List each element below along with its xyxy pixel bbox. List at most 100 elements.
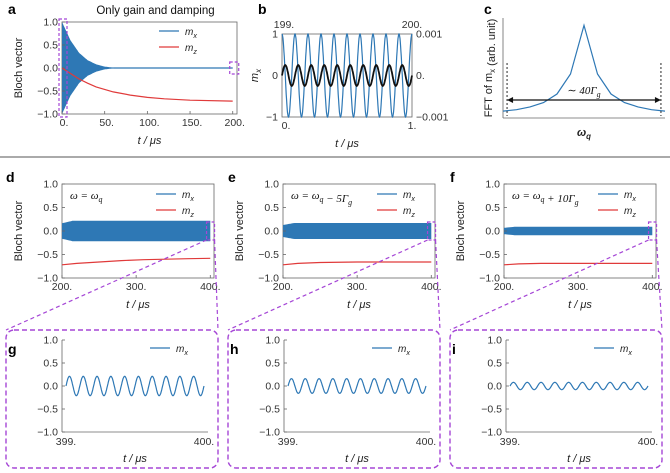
subscript: x [189, 194, 194, 203]
subscript: x [410, 194, 415, 203]
legend-mx-label: mx [185, 27, 197, 40]
panel-f-y-tick-label: −0.5 [479, 249, 500, 261]
panel-e-x-tick-label: 200. [273, 281, 293, 293]
panel-a-ylabel: Bloch vector [13, 37, 25, 98]
panel-f-x-tick-label: 200. [494, 281, 514, 293]
legend-mx-label: mx [398, 344, 410, 357]
text-part: FFT of m [483, 73, 495, 117]
text-part: m [182, 190, 190, 201]
panel-e-y-tick-label: −1.0 [258, 273, 279, 285]
panel-h-x-tick-label: 399. [278, 436, 298, 448]
panel-f-y-tick-label: 0.0 [485, 226, 500, 238]
text-part: m [398, 344, 406, 355]
panel-a-x-tick-label: 150. [182, 117, 202, 129]
subscript: x [488, 69, 497, 73]
panel-g-x-tick-label: 399. [56, 436, 76, 448]
panel-e-ylabel: Bloch vector [234, 200, 246, 261]
panel-c-label: c [484, 1, 492, 17]
panel-b-ylabel: mx [249, 68, 263, 82]
panel-i-mx-line [509, 381, 649, 391]
panel-e-y-tick-label: 0.5 [264, 202, 279, 214]
subscript: x [405, 348, 410, 357]
text-part: (arb. unit) [486, 19, 498, 69]
panel-d-mz-line [61, 257, 211, 266]
panel-h-x-tick-label: 400. [416, 436, 436, 448]
panel-e-y-tick-label: 0.0 [264, 226, 279, 238]
legend-mz-label: mz [182, 206, 194, 219]
legend-mx-label: mx [403, 190, 415, 203]
panel-i-xlabel: t / μs [567, 453, 591, 465]
subscript: q [586, 132, 591, 141]
panel-h-zoom-frame [227, 329, 441, 469]
panel-b: b1 0 −1 0.001 0. −0.001 199. 200. 0. 1. t / μs mx [249, 1, 449, 150]
panel-b-left-tick-label: 0 [272, 70, 278, 82]
panel-d-zoom-box [205, 221, 216, 241]
panel-h-y-tick-label: 0.5 [265, 358, 280, 370]
panel-c-arrowhead-left [507, 97, 514, 103]
text-part: + 10Γ [544, 193, 575, 205]
panel-e-label: e [228, 169, 236, 185]
panel-c-ylabel: FFT of mx (arb. unit) [483, 19, 498, 118]
panel-i-x-tick-label: 400. [638, 436, 658, 448]
panel-a-y-tick-label: 0.0 [43, 63, 58, 75]
text-part: m [403, 190, 411, 201]
panel-c: c ∼ 40Γg ωq FFT of mx (arb. unit) [483, 1, 666, 141]
text-part: m [249, 73, 261, 82]
panel-a-y-tick-label: −0.5 [37, 86, 58, 98]
panel-f-y-tick-label: 1.0 [485, 179, 500, 191]
panel-g-mx-line [65, 375, 205, 397]
subscript: q [98, 195, 102, 204]
panel-f-x-tick-label: 400. [642, 281, 662, 293]
panel-b-bottom-tick-label: 1. [408, 120, 417, 132]
subscript: x [631, 194, 636, 203]
text-part: ω = ω [512, 190, 541, 202]
panel-d-y-tick-label: 1.0 [43, 179, 58, 191]
panel-d-condition: ω = ωq [70, 190, 102, 204]
text-part: m [185, 43, 193, 54]
subscript: q [319, 195, 323, 204]
panel-d-label: d [6, 169, 15, 185]
panel-f-y-tick-label: −1.0 [479, 273, 500, 285]
text-part: ∼ 40Γ [567, 85, 597, 97]
panel-i-label: i [452, 341, 456, 357]
zoom-connector-left [449, 239, 649, 331]
legend-mz-label: mz [624, 206, 636, 219]
panel-h-xlabel: t / μs [345, 453, 369, 465]
panel-e-mx-band [283, 223, 432, 239]
subscript: q [540, 195, 544, 204]
legend-mx-label: mx [176, 344, 188, 357]
panel-d-y-tick-label: −0.5 [37, 249, 58, 261]
text-part: m [624, 190, 632, 201]
panel-i-y-tick-label: −1.0 [481, 427, 502, 439]
panel-d-x-tick-label: 400. [200, 281, 220, 293]
panel-e-condition: ω = ωq − 5Γg [291, 190, 352, 207]
zoom-connector-left [5, 239, 207, 331]
panel-f-condition: ω = ωq + 10Γg [512, 190, 579, 207]
panel-a-zoom-box-start [58, 18, 68, 118]
panel-i-y-tick-label: −0.5 [481, 404, 502, 416]
panel-d-x-tick-label: 200. [52, 281, 72, 293]
panel-d-y-tick-label: −1.0 [37, 273, 58, 285]
panel-a-label: a [8, 1, 16, 17]
panel-h-y-tick-label: 1.0 [265, 335, 280, 347]
panel-f-zoom-box [647, 221, 658, 241]
zoom-connector-right [434, 239, 441, 331]
text-part: m [624, 206, 632, 217]
zoom-connector-right [213, 239, 219, 331]
panel-i-x-tick-label: 399. [500, 436, 520, 448]
panel-a-xlabel: t / μs [138, 135, 162, 147]
panel-a-x-tick-label: 100. [139, 117, 159, 129]
panel-e-x-tick-label: 300. [347, 281, 367, 293]
panel-b-label: b [258, 1, 267, 17]
panel-a-y-tick-label: 0.5 [43, 40, 58, 52]
panel-d-y-tick-label: 0.5 [43, 202, 58, 214]
panel-i-y-tick-label: 0.0 [487, 381, 502, 393]
subscript: z [631, 210, 636, 219]
panel-d-ylabel: Bloch vector [13, 200, 25, 261]
panel-f-xlabel: t / μs [568, 299, 592, 311]
panel-d-y-tick-label: 0.0 [43, 226, 58, 238]
